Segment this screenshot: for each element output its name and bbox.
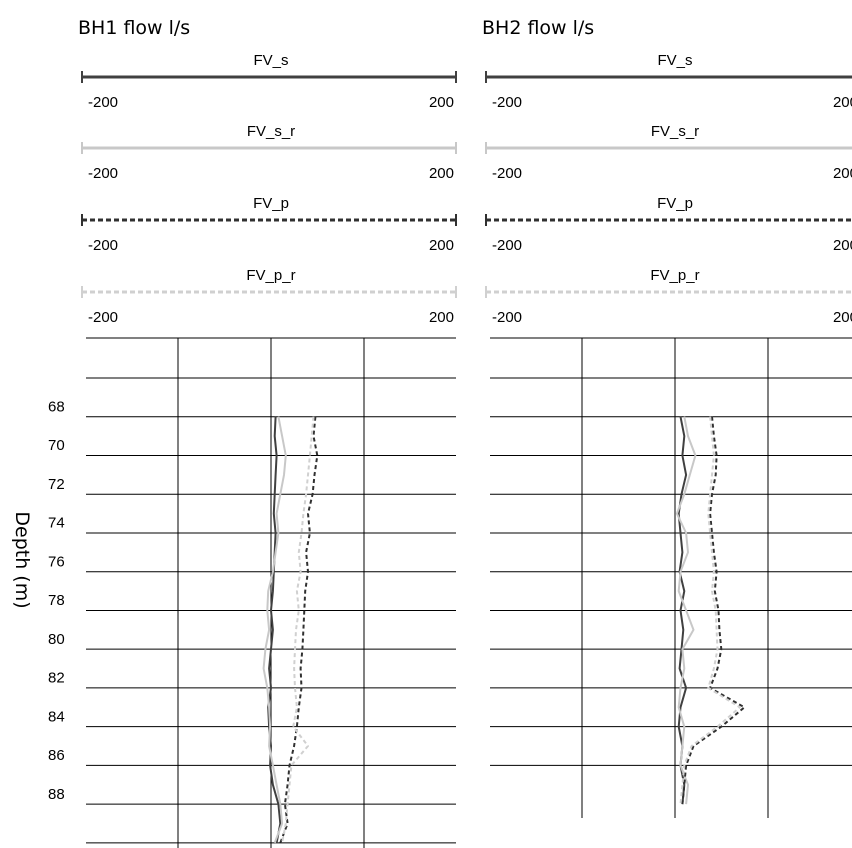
panel-title: BH1 flow l/s	[78, 17, 190, 39]
y-axis-label: Depth (m)	[11, 511, 33, 608]
legend-name: FV_p_r	[650, 267, 699, 284]
series-fv-s-r	[262, 416, 287, 844]
depth-tick-label: 82	[48, 670, 65, 687]
legend-max-label: 200	[429, 165, 454, 182]
depth-tick-label: 68	[48, 398, 65, 415]
legend-name: FV_s	[253, 52, 288, 69]
legend-min-label: -200	[492, 237, 522, 254]
legend-max-label: 200	[429, 309, 454, 326]
series-fv-s	[267, 416, 282, 844]
legend-max-label: 200	[833, 237, 852, 254]
legend-min-label: -200	[492, 94, 522, 111]
depth-tick-label: 80	[48, 631, 65, 648]
legend-max-label: 200	[429, 237, 454, 254]
series-fv-p-r	[679, 416, 741, 805]
legend-max-label: 200	[833, 94, 852, 111]
series-fv-s-r	[675, 416, 697, 805]
legend-max-label: 200	[429, 94, 454, 111]
series-fv-p	[681, 416, 746, 805]
series-fv-p	[279, 416, 319, 844]
panel-title: BH2 flow l/s	[482, 17, 594, 39]
legend-min-label: -200	[88, 309, 118, 326]
legend-name: FV_p	[657, 195, 693, 212]
legend-min-label: -200	[88, 165, 118, 182]
panel-1: BH1 flow l/s FV_s -200 200 FV_s_r -200 200 FV_p…	[78, 17, 457, 848]
legend-min-label: -200	[88, 94, 118, 111]
depth-tick-label: 70	[48, 437, 65, 454]
series-fv-p-r	[281, 416, 315, 844]
legend-name: FV_s	[657, 52, 692, 69]
series-fv-s	[677, 416, 688, 805]
depth-tick-label: 74	[48, 515, 65, 532]
legend-name: FV_p	[253, 195, 289, 212]
legend-min-label: -200	[492, 165, 522, 182]
legend-min-label: -200	[492, 309, 522, 326]
depth-tick-label: 84	[48, 708, 65, 725]
legend-max-label: 200	[833, 309, 852, 326]
depth-tick-label: 86	[48, 747, 65, 764]
legend-min-label: -200	[88, 237, 118, 254]
depth-tick-label: 78	[48, 592, 65, 609]
depth-tick-label: 76	[48, 553, 65, 570]
panels: BH1 flow l/s FV_s -200 200 FV_s_r -200 200 FV_p…	[78, 17, 852, 848]
panel-2: BH2 flow l/s FV_s -200 200 FV_s_r -200 200 FV_p…	[482, 17, 852, 818]
legend-max-label: 200	[833, 165, 852, 182]
depth-tick-labels: 68 70 72 74 76 78 80 82 84 86 88	[48, 398, 65, 802]
legend-name: FV_p_r	[246, 267, 295, 284]
legend-name: FV_s_r	[247, 123, 295, 140]
legend-name: FV_s_r	[651, 123, 699, 140]
depth-tick-label: 88	[48, 786, 65, 803]
depth-tick-label: 72	[48, 476, 65, 493]
